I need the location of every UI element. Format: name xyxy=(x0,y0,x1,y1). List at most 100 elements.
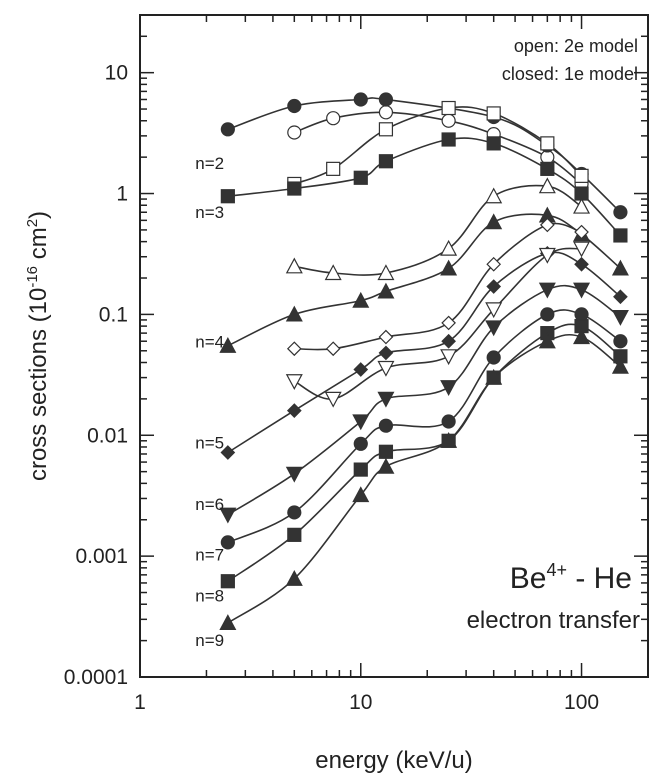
y-tick-label: 1 xyxy=(116,183,128,206)
data-point-triangle-up xyxy=(352,486,370,503)
data-point-diamond xyxy=(220,445,236,460)
data-point-triangle-up xyxy=(485,368,503,385)
series-line xyxy=(227,309,621,544)
data-point-triangle-up xyxy=(440,259,458,276)
series-n=4-2e xyxy=(285,177,591,281)
data-point-circle xyxy=(574,307,589,322)
data-point-triangle-down xyxy=(485,302,503,319)
legend: open: 2e model closed: 1e model xyxy=(502,36,638,84)
data-point-triangle-up xyxy=(538,177,556,194)
data-point-diamond xyxy=(613,289,628,305)
data-point-circle xyxy=(378,92,394,107)
y-tick-label: 10 xyxy=(105,62,128,85)
data-point-square xyxy=(378,444,394,459)
data-point-square xyxy=(441,132,456,147)
data-point-circle xyxy=(220,535,235,550)
data-point-square xyxy=(378,122,394,137)
data-point-triangle-up xyxy=(485,213,503,230)
data-point-diamond xyxy=(353,362,369,377)
data-point-diamond xyxy=(286,403,302,418)
series-n=3-2e xyxy=(287,100,589,192)
data-point-diamond xyxy=(378,345,394,361)
series-line xyxy=(293,247,582,400)
data-point-circle xyxy=(220,122,235,137)
data-point-circle xyxy=(441,113,456,128)
data-point-triangle-up xyxy=(440,432,458,448)
series-n=9-1e xyxy=(219,328,629,631)
curve-label: n=2 xyxy=(195,154,224,173)
series-n=4-1e xyxy=(219,206,629,353)
y-tick-label: 0.001 xyxy=(75,545,128,568)
data-point-square xyxy=(486,106,501,121)
data-point-circle xyxy=(613,334,628,349)
data-series xyxy=(219,92,629,631)
data-point-square xyxy=(287,181,302,196)
data-point-triangle-down xyxy=(219,507,237,524)
data-point-diamond xyxy=(441,333,456,349)
curve-label: n=8 xyxy=(195,587,224,606)
data-point-triangle-up xyxy=(611,259,629,276)
data-point-triangle-down xyxy=(573,241,591,258)
tick-labels: 1 10 100 0.0001 0.001 0.01 0.1 1 10 xyxy=(64,62,599,714)
data-point-square xyxy=(441,100,456,116)
legend-open: open: 2e model xyxy=(514,36,638,56)
series-n=3-1e xyxy=(220,132,628,243)
data-point-diamond xyxy=(286,341,302,357)
data-point-diamond xyxy=(486,256,502,272)
data-point-square xyxy=(353,462,368,477)
data-point-triangle-down xyxy=(324,391,342,408)
data-point-square xyxy=(220,574,235,589)
series-line xyxy=(227,251,621,454)
data-point-circle xyxy=(287,98,302,114)
data-point-square xyxy=(613,228,628,243)
axis-ticks xyxy=(139,14,649,678)
data-point-triangle-up xyxy=(377,282,395,299)
series-n=6-2e xyxy=(285,241,591,408)
data-point-triangle-up xyxy=(285,569,303,586)
data-point-circle xyxy=(353,436,368,451)
data-point-triangle-up xyxy=(573,328,591,345)
y-tick-label: 0.1 xyxy=(99,303,128,326)
data-point-triangle-down xyxy=(285,466,303,483)
process-label: electron transfer xyxy=(467,607,640,634)
curve-label: n=7 xyxy=(195,546,224,565)
data-point-triangle-down xyxy=(440,380,458,396)
data-point-square xyxy=(353,170,368,185)
data-point-triangle-down xyxy=(538,282,556,299)
data-point-circle xyxy=(486,350,501,365)
curve-label: n=4 xyxy=(195,333,224,352)
legend-closed: closed: 1e model xyxy=(502,64,638,84)
plot-frame xyxy=(139,14,649,678)
data-point-diamond xyxy=(539,217,555,233)
data-point-circle xyxy=(287,505,302,520)
data-point-circle xyxy=(441,414,456,429)
x-tick-label: 1 xyxy=(134,691,146,714)
curve-labels: n=2 n=3 n=4 n=5 n=6 n=7 n=8 n=9 xyxy=(195,154,224,650)
data-point-circle xyxy=(287,125,302,140)
data-point-triangle-down xyxy=(440,349,458,366)
data-point-diamond xyxy=(378,329,394,345)
data-point-circle xyxy=(326,111,341,126)
data-point-triangle-up xyxy=(485,187,503,204)
data-point-triangle-down xyxy=(352,414,370,431)
collision-system-label: Be4+ - He xyxy=(510,560,632,595)
y-tick-label: 0.01 xyxy=(87,424,128,447)
data-point-triangle-down xyxy=(485,320,503,337)
data-point-diamond xyxy=(325,341,341,357)
data-point-square xyxy=(220,189,235,204)
y-tick-label: 0.0001 xyxy=(64,666,128,689)
series-line xyxy=(294,222,582,351)
data-point-square xyxy=(326,161,341,176)
data-point-triangle-up xyxy=(538,332,556,349)
x-axis-title: energy (keV/u) xyxy=(315,747,472,774)
series-n=6-1e xyxy=(219,282,629,524)
x-tick-label: 100 xyxy=(564,691,599,714)
series-n=5-2e xyxy=(286,217,589,357)
data-point-triangle-down xyxy=(377,391,395,408)
data-point-diamond xyxy=(574,224,589,240)
data-point-triangle-up xyxy=(573,197,591,214)
data-point-square xyxy=(540,136,555,151)
data-point-triangle-up xyxy=(324,264,342,281)
data-point-square xyxy=(540,161,555,176)
data-point-triangle-up xyxy=(219,337,237,353)
